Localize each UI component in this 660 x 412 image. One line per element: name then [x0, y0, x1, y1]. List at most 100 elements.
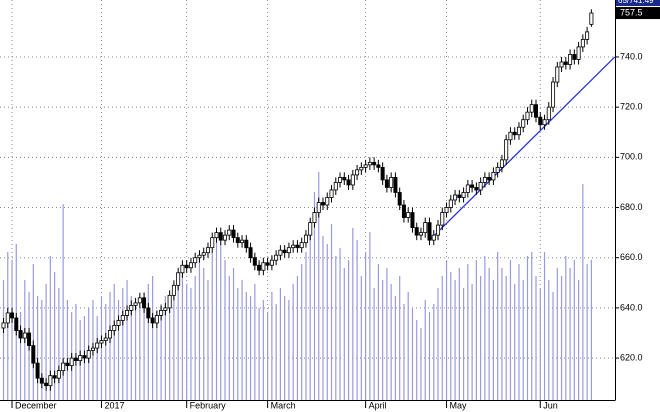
- y-tick-label: 660.0: [620, 252, 643, 262]
- volume-bar: [122, 288, 124, 400]
- candle-body: [286, 247, 291, 254]
- candle-body: [444, 207, 449, 213]
- candle-body: [205, 247, 210, 254]
- volume-bar: [497, 252, 499, 400]
- volume-bar: [454, 280, 456, 400]
- candle-body: [423, 222, 428, 234]
- volume-bar: [232, 268, 235, 400]
- candle-body: [367, 161, 372, 166]
- candle-body: [563, 61, 568, 65]
- volume-bar: [518, 264, 520, 400]
- candle-body: [342, 177, 347, 181]
- volume-bar: [186, 284, 188, 400]
- candle-body: [197, 254, 202, 259]
- volume-bar: [441, 276, 443, 400]
- volume-bar: [130, 296, 132, 400]
- volume-bar: [62, 204, 64, 400]
- volume-bar: [143, 292, 145, 400]
- y-tick-label: 700.0: [620, 152, 643, 162]
- volume-bar: [526, 256, 529, 400]
- volume-bar: [203, 268, 205, 400]
- candle-body: [231, 229, 236, 239]
- candle-body: [555, 66, 560, 83]
- volume-bar: [288, 300, 290, 400]
- candle-body: [120, 315, 125, 321]
- volume-bar: [207, 280, 209, 400]
- candle-body: [406, 212, 411, 218]
- x-tick-label: February: [190, 400, 227, 410]
- candle-body: [48, 375, 53, 387]
- candle-body: [568, 54, 573, 65]
- candle-body: [78, 355, 83, 362]
- volume-bar: [467, 264, 469, 400]
- candle-body: [397, 192, 402, 206]
- volume-bar: [45, 284, 47, 400]
- volume-bar: [450, 272, 452, 400]
- candle-body: [516, 126, 521, 136]
- candle-body: [95, 342, 100, 349]
- candle-body: [572, 54, 577, 60]
- candle-body: [448, 199, 453, 208]
- volume-bar: [578, 280, 580, 400]
- volume-bar: [560, 276, 563, 400]
- x-tick-label: April: [369, 400, 387, 410]
- volume-bar: [267, 312, 269, 400]
- volume-bar: [347, 260, 350, 400]
- volume-bar: [173, 288, 175, 400]
- candle-body: [180, 264, 185, 274]
- candle-body: [116, 320, 121, 326]
- candle-body: [137, 297, 142, 304]
- volume-bar: [109, 292, 111, 400]
- candle-body: [184, 264, 189, 269]
- volume-bar: [399, 276, 401, 400]
- x-tick-label: March: [271, 400, 296, 410]
- candle-body: [333, 182, 338, 191]
- volume-bar: [586, 264, 588, 400]
- candle-body: [108, 330, 113, 339]
- candle-body: [274, 254, 279, 261]
- candle-body: [329, 189, 334, 198]
- last-price-box: [616, 7, 660, 20]
- candle-body: [133, 302, 138, 306]
- candle-body: [576, 46, 581, 60]
- volume-bar: [539, 288, 541, 400]
- candle-body: [436, 224, 441, 236]
- volume-bar: [284, 296, 286, 400]
- volume-bar: [505, 276, 507, 400]
- volume-bar: [407, 292, 409, 400]
- candle-body: [103, 337, 108, 341]
- volume-bar: [437, 288, 439, 400]
- candle-body: [142, 297, 147, 309]
- volume-bar: [475, 260, 477, 400]
- volume-bar: [241, 280, 243, 400]
- x-tick-label: May: [450, 400, 468, 410]
- x-tick-label: Jun: [543, 400, 558, 410]
- volume-bar: [224, 260, 226, 400]
- candle-body: [163, 307, 168, 311]
- volume-bar: [569, 268, 571, 400]
- volume-bar: [386, 268, 388, 400]
- volume-bar: [58, 288, 60, 400]
- volume-bar: [335, 256, 337, 400]
- candle-body: [474, 187, 479, 191]
- volume-bar: [471, 284, 473, 400]
- candle-body: [210, 237, 215, 249]
- candle-body: [69, 357, 74, 367]
- volume-bar: [2, 280, 5, 400]
- volume-bar: [403, 304, 405, 400]
- volume-bar: [318, 172, 320, 400]
- volume-bar: [49, 256, 51, 400]
- volume-bar: [164, 296, 166, 400]
- candle-body: [414, 227, 419, 236]
- volume-bar: [365, 252, 367, 400]
- candle-body: [56, 370, 61, 379]
- volume-bar: [198, 256, 201, 400]
- candle-body: [86, 350, 91, 359]
- candle-body: [325, 197, 330, 206]
- candle-body: [282, 249, 287, 254]
- volume-bar: [271, 292, 273, 400]
- candle-body: [31, 345, 36, 364]
- volume-bar: [458, 268, 460, 400]
- candle-body: [320, 202, 325, 206]
